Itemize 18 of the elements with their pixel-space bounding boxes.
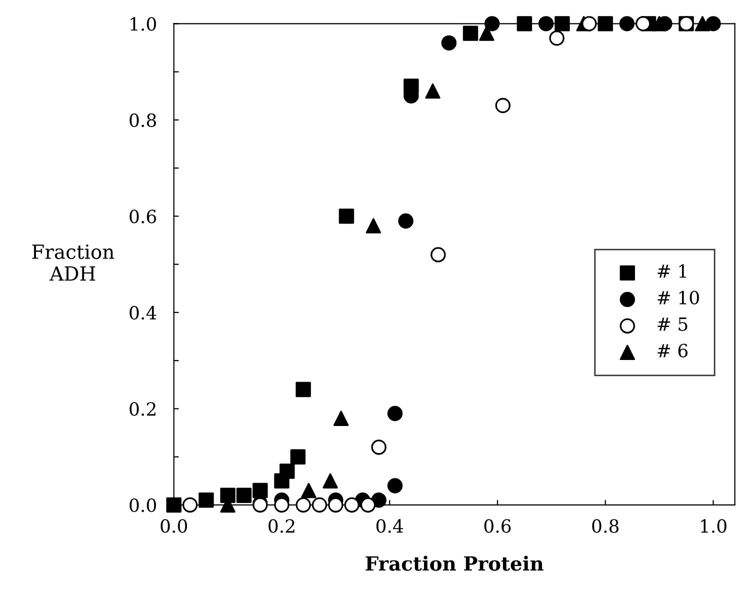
y-tick-label: 0.2 bbox=[130, 402, 156, 416]
legend-label: # 5 bbox=[658, 318, 688, 331]
x-tick-label: 0.2 bbox=[268, 519, 294, 533]
y-tick-label: 0.6 bbox=[130, 210, 156, 224]
x-tick-label: 0.6 bbox=[484, 519, 511, 533]
y-axis-title: Fraction ADH bbox=[32, 244, 114, 281]
x-tick-label: 0.0 bbox=[160, 519, 188, 533]
y-tick-label: 0.0 bbox=[130, 498, 156, 512]
y-tick-label: 1.0 bbox=[130, 17, 156, 31]
y-tick-label: 0.8 bbox=[130, 113, 156, 128]
x-axis-title: Fraction Protein bbox=[366, 556, 544, 571]
legend-label: # 10 bbox=[658, 290, 699, 304]
x-tick-label: 0.4 bbox=[376, 519, 404, 533]
legend-label: # 6 bbox=[658, 344, 688, 358]
y-tick-label: 0.4 bbox=[130, 306, 156, 320]
x-tick-label: 1.0 bbox=[701, 519, 726, 533]
x-tick-label: 0.8 bbox=[592, 519, 619, 533]
legend-label: # 1 bbox=[658, 264, 686, 278]
